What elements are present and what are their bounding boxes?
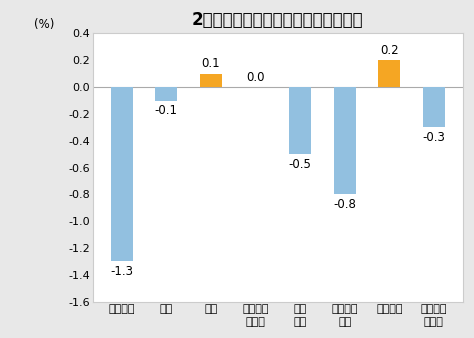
Text: 0.0: 0.0 xyxy=(246,71,265,84)
Text: 0.1: 0.1 xyxy=(201,57,220,70)
Bar xyxy=(200,74,222,87)
Y-axis label: (%): (%) xyxy=(35,18,55,31)
Text: 0.2: 0.2 xyxy=(380,44,399,57)
Text: -0.1: -0.1 xyxy=(155,104,178,117)
Bar xyxy=(378,60,401,87)
Bar xyxy=(155,87,177,100)
Bar xyxy=(110,87,133,262)
Bar xyxy=(289,87,311,154)
Text: -1.3: -1.3 xyxy=(110,265,133,278)
Bar xyxy=(334,87,356,194)
Text: -0.3: -0.3 xyxy=(422,131,446,144)
Text: -0.8: -0.8 xyxy=(333,198,356,211)
Bar xyxy=(423,87,445,127)
Text: -0.5: -0.5 xyxy=(289,158,311,170)
Title: 2月份居民消费价格分类别环比涨跌幅: 2月份居民消费价格分类别环比涨跌幅 xyxy=(192,11,364,29)
